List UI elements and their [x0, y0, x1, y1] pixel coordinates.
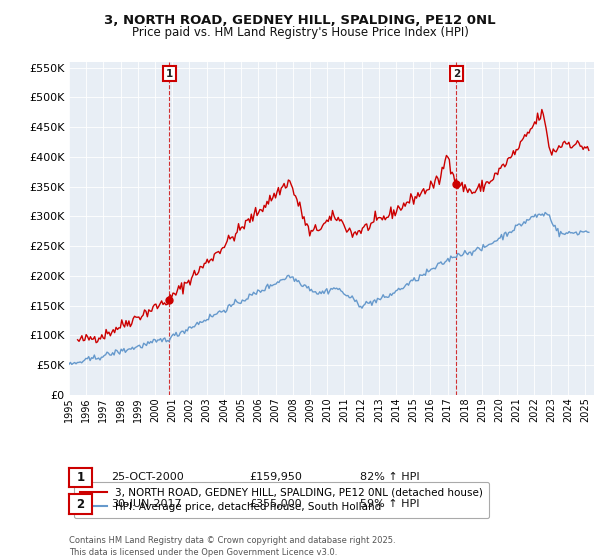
Text: Price paid vs. HM Land Registry's House Price Index (HPI): Price paid vs. HM Land Registry's House …: [131, 26, 469, 39]
Text: 2: 2: [452, 68, 460, 78]
Text: 82% ↑ HPI: 82% ↑ HPI: [360, 472, 419, 482]
Text: 59% ↑ HPI: 59% ↑ HPI: [360, 499, 419, 509]
Text: 25-OCT-2000: 25-OCT-2000: [111, 472, 184, 482]
Legend: 3, NORTH ROAD, GEDNEY HILL, SPALDING, PE12 0NL (detached house), HPI: Average pr: 3, NORTH ROAD, GEDNEY HILL, SPALDING, PE…: [74, 482, 489, 519]
Text: £355,000: £355,000: [249, 499, 302, 509]
Text: Contains HM Land Registry data © Crown copyright and database right 2025.
This d: Contains HM Land Registry data © Crown c…: [69, 536, 395, 557]
Text: 30-JUN-2017: 30-JUN-2017: [111, 499, 182, 509]
Text: 1: 1: [166, 68, 173, 78]
Text: £159,950: £159,950: [249, 472, 302, 482]
Text: 2: 2: [76, 497, 85, 511]
Text: 3, NORTH ROAD, GEDNEY HILL, SPALDING, PE12 0NL: 3, NORTH ROAD, GEDNEY HILL, SPALDING, PE…: [104, 14, 496, 27]
Text: 1: 1: [76, 470, 85, 484]
